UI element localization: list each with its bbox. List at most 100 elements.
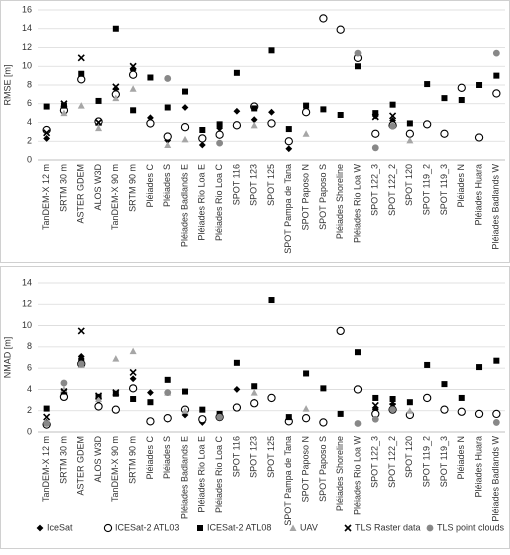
marker-diamond [129,375,137,383]
marker-diamond [198,141,206,149]
marker-square [199,127,206,133]
marker-triangle [60,109,68,117]
marker-x [112,389,120,397]
marker-circle [198,134,207,143]
marker-triangle [289,524,297,531]
y-tick-label: 12 [22,42,32,52]
marker-x-stroke [43,413,51,421]
legend-item: ICESat-2 ATL03 [103,522,179,532]
x-tick-label: Pléiades Rio Loa E [197,164,207,241]
x-tick-label: Pléiades Rio Loa W [352,164,362,244]
marker-circle [163,414,172,423]
legend-label: UAV [300,522,318,532]
marker-dot [371,144,379,152]
marker-circle [267,393,276,403]
x-tick-label: SPOT 125 [266,164,276,206]
x-tick-label: ALOS W3D [93,164,103,211]
marker-circle [457,83,466,92]
marker-x [43,129,51,137]
x-tick-label: SRTM 90 m [128,164,138,212]
marker-circle [77,75,86,84]
marker-x-stroke [112,83,120,91]
marker-circle [128,70,138,79]
marker-circle [405,129,415,138]
x-tick-label: Pléiades Badlands E [179,436,189,519]
marker-square [372,394,379,401]
x-tick-label: Pléiades S [162,436,172,479]
marker-triangle [406,136,414,144]
marker-dot [164,389,172,397]
marker-square [303,370,310,377]
marker-x-stroke [129,62,137,70]
y-tick-label: 14 [22,277,32,287]
y-tick-label: 16 [22,4,32,14]
marker-x-stroke [43,129,51,137]
marker-diamond [43,135,51,142]
marker-square [43,103,50,110]
marker-x [129,368,137,376]
marker-x-stroke [129,368,137,376]
marker-square [406,120,413,127]
marker-square [493,357,500,364]
marker-square [268,47,275,54]
marker-x [389,112,397,120]
marker-square [441,95,448,102]
marker-x [129,62,137,70]
marker-x [94,118,103,127]
marker-square [78,70,85,77]
marker-circle [215,130,224,139]
x-tick-label: SPOT Pampa de Tana [283,164,293,254]
marker-x-stroke [94,118,103,127]
x-tick-label: SPOT 119_3 [439,436,449,487]
marker-diamond [250,116,258,124]
marker-circle [111,405,120,414]
y-tick-label: 12 [22,299,32,309]
marker-circle [250,399,259,408]
x-tick-label: SRTM 30 m [58,164,68,212]
x-tick-label: SPOT Paposo N [300,164,310,230]
marker-circle [492,89,501,98]
y-tick-label: 8 [27,79,32,89]
marker-x [60,100,68,108]
marker-triangle [129,85,137,92]
marker-circle [371,129,380,138]
x-tick-label: SPOT 116 [231,164,241,205]
marker-triangle [95,124,103,132]
marker-circle [301,414,311,423]
marker-x [112,83,120,91]
panel-frame [0,266,510,549]
x-tick-label: SRTM 30 m [58,436,68,484]
marker-square [285,126,292,133]
marker-dot [354,49,362,57]
y-tick-label: 2 [27,136,32,146]
marker-diamond [36,524,44,532]
marker-square [182,88,189,95]
marker-circle [146,119,155,128]
y-tick-label: 6 [27,98,32,108]
marker-circle [198,415,207,424]
x-tick-label: SPOT Paposo N [300,436,310,502]
marker-square [458,394,465,401]
marker-dot [164,75,172,82]
y-tick-label: 4 [27,384,32,394]
marker-circle [319,14,328,23]
legend-item: ICESat-2 ATL08 [197,522,271,532]
marker-square [43,405,50,412]
x-tick-label: SPOT 116 [231,436,241,477]
marker-x [371,401,379,409]
marker-circle [232,121,242,130]
x-tick-label: SPOT 123 [249,164,259,206]
marker-circle [423,120,432,129]
marker-square [493,72,500,79]
marker-square [233,359,240,366]
marker-square [216,121,223,128]
y-tick-label: 14 [22,23,32,33]
marker-circle [284,137,293,146]
marker-x-stroke [94,392,103,400]
marker-x [77,327,85,335]
marker-triangle [302,405,310,412]
marker-square [130,107,137,114]
marker-diamond [181,411,189,419]
marker-square [354,349,361,356]
legend-item: TLS Raster data [344,522,421,532]
